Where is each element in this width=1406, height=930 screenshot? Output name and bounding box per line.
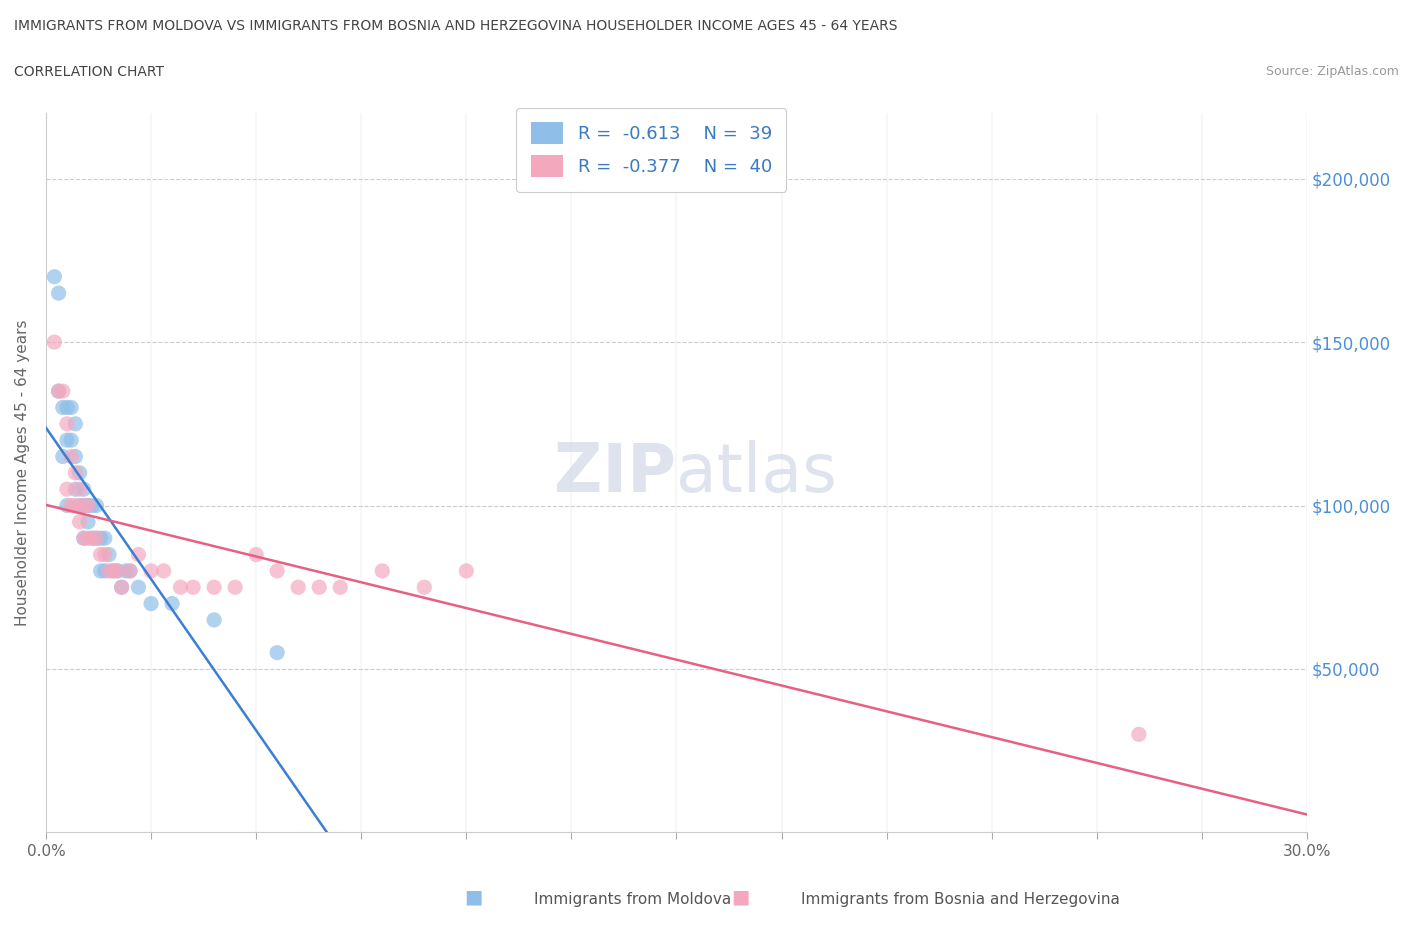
Point (86, 531, 108, 546)
Point (103, 564, 125, 578)
Point (90, 531, 112, 546)
Point (266, 564, 288, 578)
Point (82, 498, 104, 513)
Point (1128, 727, 1150, 742)
Point (139, 564, 162, 578)
Point (60, 400, 83, 415)
Point (107, 564, 129, 578)
Point (77, 531, 100, 546)
Text: IMMIGRANTS FROM MOLDOVA VS IMMIGRANTS FROM BOSNIA AND HERZEGOVINA HOUSEHOLDER IN: IMMIGRANTS FROM MOLDOVA VS IMMIGRANTS FR… (14, 19, 897, 33)
Point (98, 564, 121, 578)
Point (118, 564, 141, 578)
Point (69, 498, 91, 513)
Point (69, 514, 91, 529)
Point (111, 579, 134, 594)
Point (115, 564, 138, 578)
Text: Immigrants from Bosnia and Herzegovina: Immigrants from Bosnia and Herzegovina (801, 892, 1121, 907)
Point (94, 531, 117, 546)
Point (52, 400, 75, 415)
Point (287, 579, 309, 594)
Point (77, 498, 100, 513)
Point (127, 579, 149, 594)
Point (60, 498, 83, 513)
Point (48, 286, 70, 300)
Point (181, 579, 204, 594)
Point (413, 579, 436, 594)
Point (202, 613, 225, 628)
Point (48, 384, 70, 399)
Point (456, 564, 478, 578)
Point (65, 465, 87, 480)
Point (139, 596, 162, 611)
Point (52, 449, 75, 464)
Point (329, 579, 352, 594)
Point (169, 579, 191, 594)
Point (90, 564, 112, 578)
Point (308, 579, 330, 594)
Text: ZIP: ZIP (554, 440, 676, 506)
Point (86, 498, 108, 513)
Point (60, 432, 83, 447)
Point (127, 547, 149, 562)
Text: ■: ■ (731, 888, 749, 907)
Point (73, 498, 96, 513)
Point (266, 645, 288, 660)
Point (202, 579, 225, 594)
Point (98, 547, 121, 562)
Point (56, 400, 79, 415)
Point (82, 531, 104, 546)
Point (90, 547, 112, 562)
Text: atlas: atlas (676, 440, 838, 506)
Point (73, 482, 96, 497)
Text: ■: ■ (464, 888, 482, 907)
Point (103, 564, 125, 578)
Point (82, 531, 104, 546)
Y-axis label: Householder Income Ages 45 - 64 years: Householder Income Ages 45 - 64 years (15, 320, 30, 626)
Point (77, 498, 100, 513)
Point (44, 270, 66, 285)
Point (245, 547, 267, 562)
Point (56, 482, 79, 497)
Point (60, 449, 83, 464)
Point (371, 564, 394, 578)
Text: Immigrants from Moldova: Immigrants from Moldova (534, 892, 731, 907)
Point (69, 465, 91, 480)
Text: CORRELATION CHART: CORRELATION CHART (14, 65, 165, 79)
Point (48, 384, 70, 399)
Point (118, 564, 141, 578)
Point (73, 498, 96, 513)
Point (44, 335, 66, 350)
Point (69, 482, 91, 497)
Text: Source: ZipAtlas.com: Source: ZipAtlas.com (1265, 65, 1399, 78)
Point (56, 498, 79, 513)
Point (56, 432, 79, 447)
Point (224, 579, 246, 594)
Legend: R =  -0.613    N =  39, R =  -0.377    N =  40: R = -0.613 N = 39, R = -0.377 N = 40 (516, 108, 786, 192)
Point (65, 417, 87, 432)
Point (94, 547, 117, 562)
Point (65, 482, 87, 497)
Point (73, 531, 96, 546)
Point (160, 596, 183, 611)
Point (86, 531, 108, 546)
Point (152, 564, 174, 578)
Point (65, 498, 87, 513)
Point (65, 449, 87, 464)
Point (107, 564, 129, 578)
Point (56, 417, 79, 432)
Point (111, 579, 134, 594)
Point (94, 564, 117, 578)
Point (52, 384, 75, 399)
Point (73, 531, 96, 546)
Point (77, 514, 100, 529)
